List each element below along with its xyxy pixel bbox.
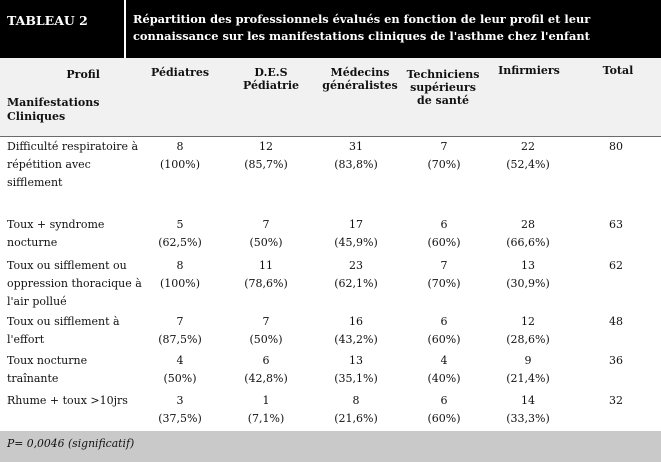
table-number: TABLEAU 2 <box>7 13 88 28</box>
col-header-profil: Profil <box>66 68 100 81</box>
cell-infirmiers: 13 (30,9%) <box>506 259 550 290</box>
column-header-band: Profil Manifestations Cliniques Pédiatre… <box>0 58 661 137</box>
col-header-total: Total <box>602 64 634 77</box>
row-label: Toux nocturne traînante <box>7 354 88 385</box>
cell-techniciens: 6 (60%) <box>427 394 461 425</box>
row-label: Difficulté respiratoire à répétition ave… <box>7 140 139 189</box>
cell-pediatres: 3 (37,5%) <box>158 394 202 425</box>
table-header-band: TABLEAU 2 Répartition des professionnels… <box>0 0 661 58</box>
cell-total: 32 <box>609 394 623 407</box>
cell-medecins: 31 (83,8%) <box>334 140 378 171</box>
table-footer-band: P= 0,0046 (significatif) <box>0 431 661 462</box>
cell-techniciens: 7 (70%) <box>427 140 461 171</box>
cell-infirmiers: 9 (21,4%) <box>506 354 550 385</box>
col-header-pediatres: Pédiatres <box>150 66 210 79</box>
cell-techniciens: 6 (60%) <box>427 315 461 346</box>
cell-techniciens: 6 (60%) <box>427 218 461 249</box>
col-header-des-pediatrie: D.E.S Pédiatrie <box>242 66 300 92</box>
cell-total: 63 <box>609 218 623 231</box>
cell-des-pediatrie: 7 (50%) <box>249 315 283 346</box>
cell-medecins: 8 (21,6%) <box>334 394 378 425</box>
cell-techniciens: 7 (70%) <box>427 259 461 290</box>
col-header-medecins: Médecins généralistes <box>322 66 398 92</box>
cell-des-pediatrie: 7 (50%) <box>249 218 283 249</box>
cell-des-pediatrie: 12 (85,7%) <box>244 140 288 171</box>
cell-des-pediatrie: 11 (78,6%) <box>244 259 288 290</box>
cell-pediatres: 7 (87,5%) <box>158 315 202 346</box>
cell-pediatres: 8 (100%) <box>159 140 201 171</box>
cell-medecins: 16 (43,2%) <box>334 315 378 346</box>
cell-techniciens: 4 (40%) <box>427 354 461 385</box>
cell-total: 36 <box>609 354 623 367</box>
cell-infirmiers: 28 (66,6%) <box>506 218 550 249</box>
col-header-infirmiers: Infirmiers <box>498 64 560 77</box>
cell-pediatres: 5 (62,5%) <box>158 218 202 249</box>
cell-des-pediatrie: 6 (42,8%) <box>244 354 288 385</box>
significance-note: P= 0,0046 (significatif) <box>7 437 135 450</box>
table-title: Répartition des professionnels évalués e… <box>133 12 591 43</box>
row-label: Rhume + toux >10jrs <box>7 394 128 407</box>
cell-infirmiers: 14 (33,3%) <box>506 394 550 425</box>
cell-total: 62 <box>609 259 623 272</box>
cell-medecins: 17 (45,9%) <box>334 218 378 249</box>
cell-infirmiers: 12 (28,6%) <box>506 315 550 346</box>
col-header-manifestations: Manifestations Cliniques <box>7 96 100 123</box>
row-label: Toux ou sifflement à l'effort <box>7 315 120 346</box>
cell-infirmiers: 22 (52,4%) <box>506 140 550 171</box>
row-label: Toux + syndrome nocturne <box>7 218 105 249</box>
cell-medecins: 13 (35,1%) <box>334 354 378 385</box>
cell-medecins: 23 (62,1%) <box>334 259 378 290</box>
cell-des-pediatrie: 1 (7,1%) <box>247 394 285 425</box>
cell-total: 80 <box>609 140 623 153</box>
cell-pediatres: 8 (100%) <box>159 259 201 290</box>
col-header-techniciens: Techniciens supérieurs de santé <box>406 68 480 107</box>
header-divider <box>124 0 126 58</box>
cell-pediatres: 4 (50%) <box>163 354 197 385</box>
row-label: Toux ou sifflement ou oppression thoraci… <box>7 259 142 308</box>
cell-total: 48 <box>609 315 623 328</box>
